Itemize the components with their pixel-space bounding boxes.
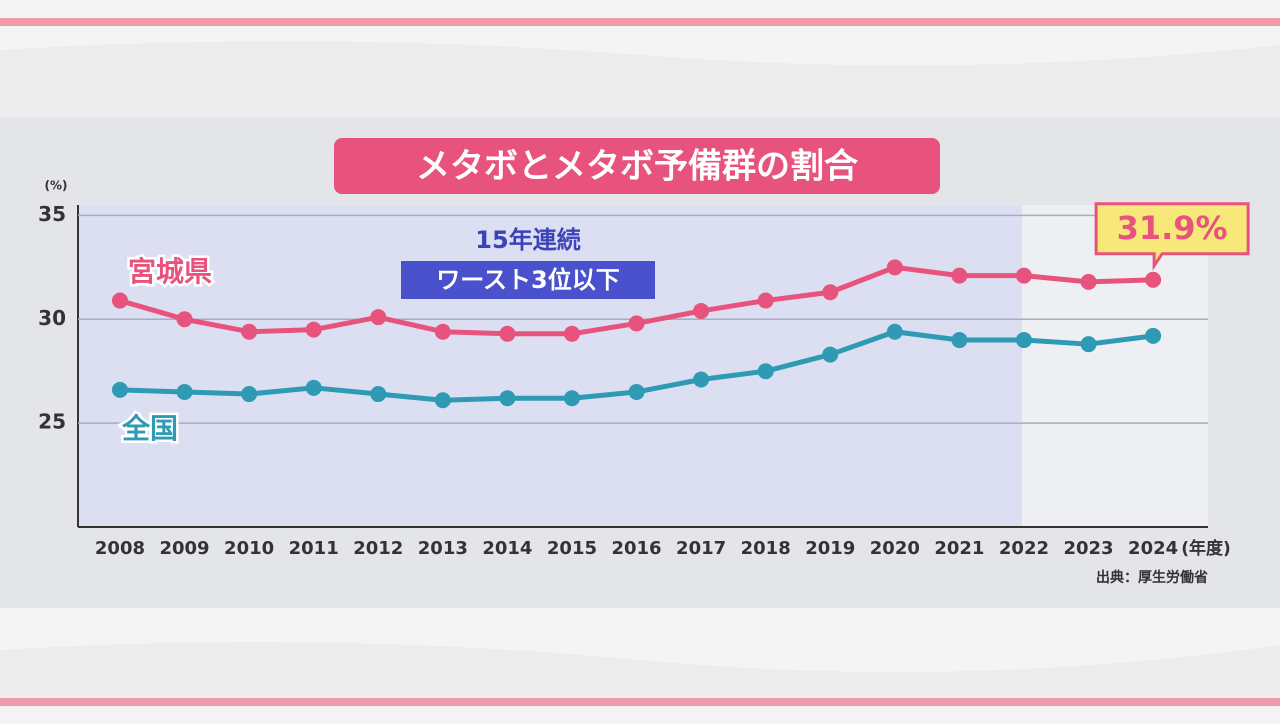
x-tick-label: 2009	[159, 538, 209, 559]
x-tick-label: 2022	[999, 538, 1049, 559]
x-tick-label: 2017	[676, 538, 726, 559]
data-point	[693, 302, 710, 319]
data-point	[176, 383, 193, 400]
x-tick-label: 2021	[934, 538, 984, 559]
x-tick-label: 2023	[1063, 538, 1113, 559]
data-point	[886, 259, 903, 276]
data-point	[241, 386, 258, 403]
value-label: 31.9%	[1117, 209, 1228, 247]
annotation: 15年連続	[475, 226, 580, 254]
data-point	[951, 267, 968, 284]
data-point	[241, 323, 258, 340]
chart-title: メタボとメタボ予備群の割合	[416, 147, 858, 187]
x-tick-label: 2013	[418, 538, 468, 559]
y-unit: (%)	[45, 179, 68, 193]
data-point	[563, 325, 580, 342]
plot-area-highlight	[1022, 205, 1208, 527]
data-point	[111, 381, 128, 398]
annotation: ワースト3位以下	[436, 266, 620, 294]
series-label: 全国	[121, 412, 178, 445]
data-point	[1015, 332, 1032, 349]
x-unit: (年度)	[1181, 538, 1231, 559]
bottom-stripe	[0, 698, 1280, 706]
x-tick-label: 2024	[1128, 538, 1178, 559]
series-label: 宮城県	[128, 255, 212, 288]
x-tick-label: 2016	[611, 538, 661, 559]
data-point	[434, 323, 451, 340]
plot-area	[78, 205, 1022, 527]
y-tick-label: 25	[38, 410, 66, 434]
data-point	[499, 390, 516, 407]
x-tick-label: 2014	[482, 538, 532, 559]
data-point	[886, 323, 903, 340]
data-point	[628, 383, 645, 400]
data-point	[628, 315, 645, 332]
data-point	[757, 292, 774, 309]
data-point	[499, 325, 516, 342]
data-point	[305, 321, 322, 338]
data-point	[822, 346, 839, 363]
data-point	[305, 379, 322, 396]
data-point	[1015, 267, 1032, 284]
data-point	[434, 392, 451, 409]
data-point	[176, 311, 193, 328]
title-box	[334, 138, 940, 194]
data-point	[370, 309, 387, 326]
x-tick-label: 2020	[870, 538, 920, 559]
x-tick-label: 2019	[805, 538, 855, 559]
data-point	[757, 363, 774, 380]
top-stripe	[0, 18, 1280, 26]
x-tick-label: 2010	[224, 538, 274, 559]
wave	[0, 642, 1280, 700]
data-point	[1080, 336, 1097, 353]
data-point	[822, 284, 839, 301]
y-tick-label: 30	[38, 306, 66, 330]
data-point	[951, 332, 968, 349]
value-label-box	[1094, 202, 1250, 271]
data-point	[370, 386, 387, 403]
annotation-box	[401, 261, 655, 299]
data-point	[1145, 271, 1162, 288]
data-point	[563, 390, 580, 407]
data-point	[1145, 327, 1162, 344]
y-tick-label: 35	[38, 202, 66, 226]
data-point	[1080, 273, 1097, 290]
x-tick-label: 2012	[353, 538, 403, 559]
data-point	[111, 292, 128, 309]
source: 出典：厚生労働省	[1096, 569, 1208, 586]
x-tick-label: 2011	[289, 538, 339, 559]
data-point	[693, 371, 710, 388]
x-tick-label: 2018	[741, 538, 791, 559]
x-tick-label: 2015	[547, 538, 597, 559]
wave	[0, 41, 1280, 118]
x-tick-label: 2008	[95, 538, 145, 559]
